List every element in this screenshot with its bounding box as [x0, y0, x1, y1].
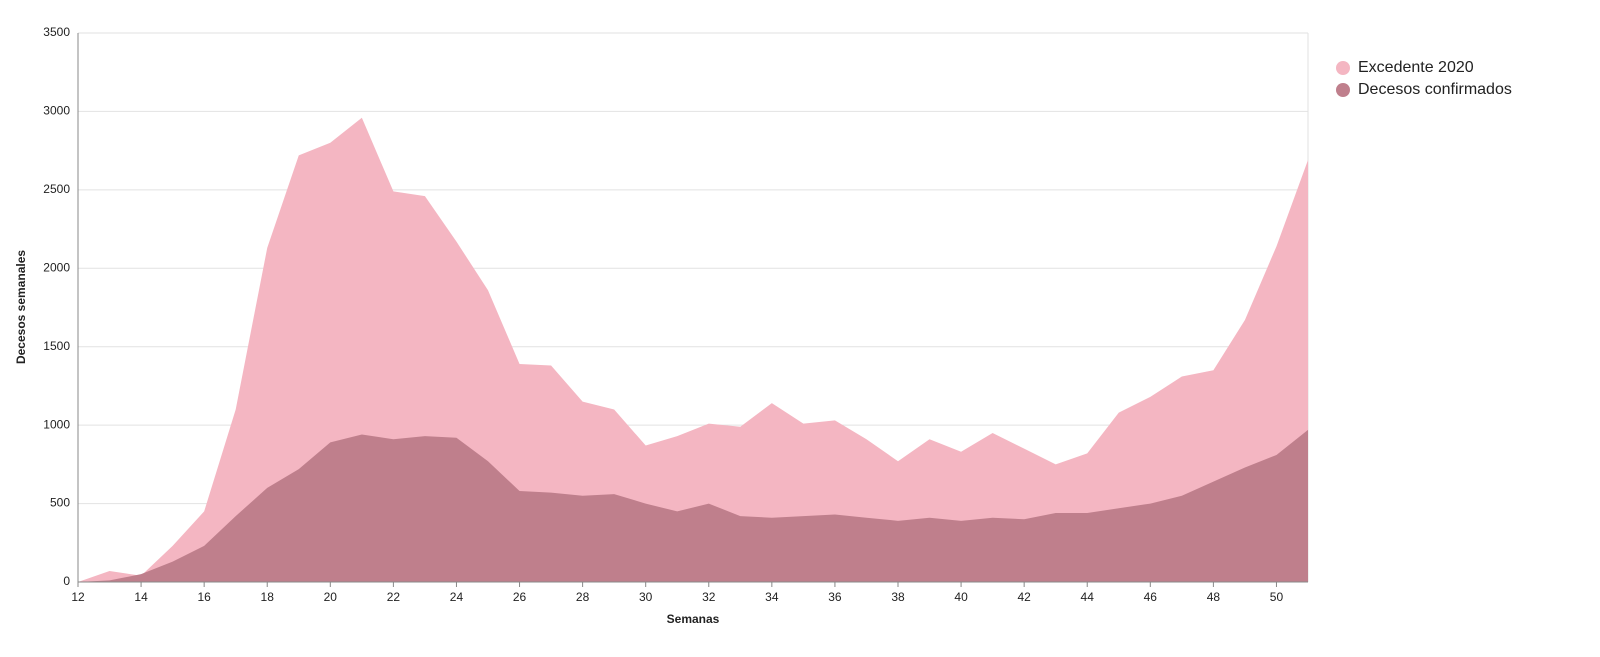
y-tick-label: 500 — [50, 496, 70, 510]
legend-label: Excedente 2020 — [1358, 59, 1474, 76]
y-axis-label: Decesos semanales — [14, 250, 28, 364]
x-tick-label: 34 — [765, 590, 779, 604]
x-tick-label: 40 — [954, 590, 968, 604]
y-tick-label: 1000 — [43, 417, 70, 431]
y-tick-label: 3500 — [43, 25, 70, 39]
x-tick-label: 22 — [387, 590, 401, 604]
x-tick-label: 26 — [513, 590, 527, 604]
y-tick-label: 1500 — [43, 339, 70, 353]
x-tick-label: 20 — [324, 590, 338, 604]
x-tick-label: 48 — [1207, 590, 1221, 604]
x-tick-label: 18 — [261, 590, 275, 604]
x-tick-label: 50 — [1270, 590, 1284, 604]
y-tick-label: 2500 — [43, 182, 70, 196]
x-tick-label: 36 — [828, 590, 842, 604]
x-tick-label: 44 — [1081, 590, 1095, 604]
y-tick-label: 3000 — [43, 104, 70, 118]
legend-label: Decesos confirmados — [1358, 81, 1512, 98]
area — [78, 429, 1308, 582]
x-tick-label: 14 — [134, 590, 148, 604]
x-tick-label: 12 — [71, 590, 85, 604]
y-tick-label: 0 — [63, 574, 70, 588]
x-tick-label: 28 — [576, 590, 590, 604]
x-axis-label: Semanas — [667, 612, 720, 626]
x-tick-label: 32 — [702, 590, 716, 604]
x-tick-label: 30 — [639, 590, 653, 604]
x-tick-label: 16 — [197, 590, 211, 604]
x-tick-label: 24 — [450, 590, 464, 604]
x-tick-label: 38 — [891, 590, 905, 604]
legend-swatch — [1336, 61, 1350, 75]
legend-swatch — [1336, 83, 1350, 97]
x-tick-label: 42 — [1017, 590, 1031, 604]
y-tick-label: 2000 — [43, 260, 70, 274]
x-tick-label: 46 — [1144, 590, 1158, 604]
